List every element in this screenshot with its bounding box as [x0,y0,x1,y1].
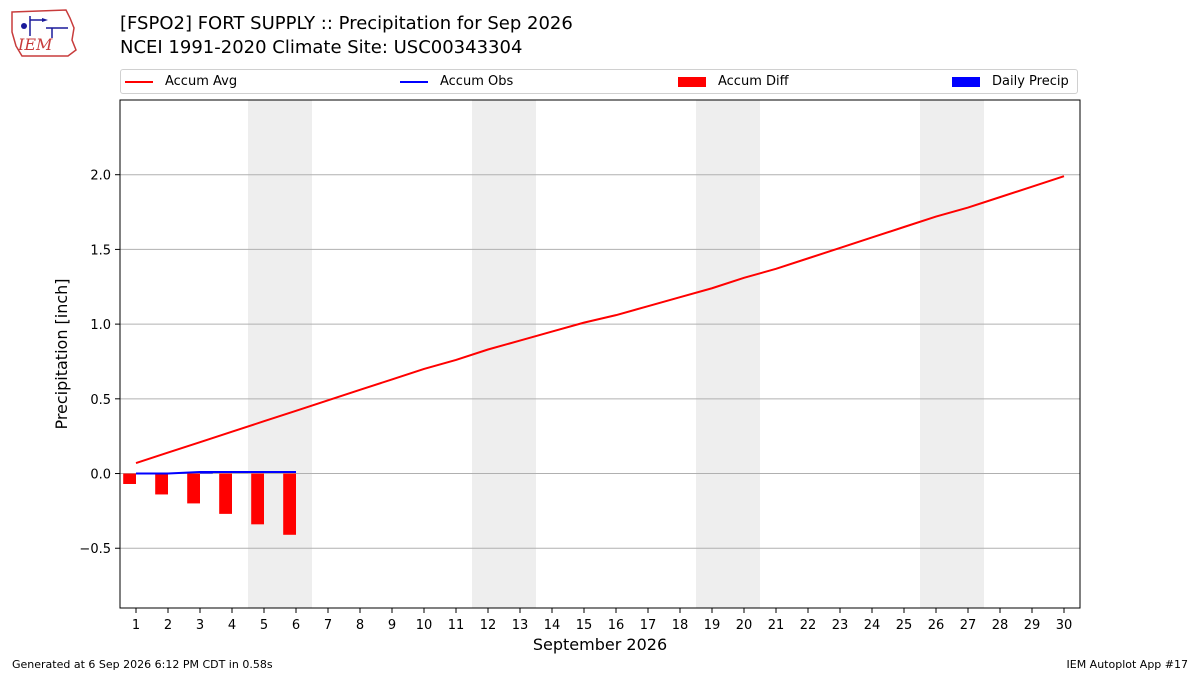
accum-diff-bar [123,473,136,484]
y-tick-label: 0.0 [90,468,111,483]
accum-obs-line [136,471,296,475]
x-tick-label: 27 [960,618,977,633]
plot-frame [119,99,1081,609]
x-tick-label: 21 [768,618,785,633]
accum-avg-line [135,175,1065,465]
x-tick-label: 25 [896,618,913,633]
iem-logo: IEM [11,9,77,57]
x-tick-label: 1 [132,618,140,633]
accum-diff-bar [251,473,264,525]
weekend-shading [248,100,984,608]
weekend-shade-3 [696,100,760,608]
chart-legend: Accum Avg Accum Obs Accum Diff Daily Pre… [120,69,1078,94]
x-tick-label: 29 [1024,618,1041,633]
x-tick-label: 26 [928,618,945,633]
chart-subtitle: NCEI 1991-2020 Climate Site: USC00343304 [120,37,523,58]
y-tick-label: 1.5 [90,243,111,258]
accum-diff-bar [283,473,296,535]
weekend-shade-4 [920,100,984,608]
footer-app-text: IEM Autoplot App #17 [1066,658,1189,671]
x-tick-label: 7 [324,618,332,633]
x-tick-label: 5 [260,618,268,633]
x-tick-label: 3 [196,618,204,633]
accum-diff-bar [219,473,232,514]
y-tick-label: 2.0 [90,169,111,184]
legend-label-accum-diff: Accum Diff [718,74,789,89]
x-tick-label: 24 [864,618,881,633]
x-tick-label: 18 [672,618,689,633]
x-tick-label: 4 [228,618,236,633]
weekend-shade-1 [248,100,312,608]
legend-patch-daily-precip [952,76,980,87]
x-axis-ticks: 1 2 3 4 5 6 7 8 9 10 11 12 13 14 15 16 17 18 19 20 21 22 23 24 2… [132,608,1072,633]
x-tick-label: 11 [448,618,465,633]
accum-diff-bar [187,473,200,504]
x-tick-label: 19 [704,618,721,633]
y-tick-label: 1.0 [90,318,111,333]
x-tick-label: 9 [388,618,396,633]
y-tick-label: −0.5 [79,542,111,557]
accum-diff-bar [155,473,168,495]
x-tick-label: 30 [1056,618,1073,633]
x-tick-label: 8 [356,618,364,633]
x-tick-label: 15 [576,618,593,633]
legend-line-accum-avg [125,80,153,83]
legend-patch-accum-diff [678,76,706,87]
x-tick-label: 16 [608,618,625,633]
line-series [135,175,1065,475]
x-tick-label: 23 [832,618,849,633]
legend-label-accum-avg: Accum Avg [165,74,238,89]
bar-series [123,472,296,535]
footer-generated-text: Generated at 6 Sep 2026 6:12 PM CDT in 0… [12,658,273,671]
grid-lines [120,174,1080,549]
logo-text: IEM [17,35,53,54]
legend-line-accum-obs [400,80,428,83]
weekend-shade-2 [472,100,536,608]
legend-entry-accum-diff: Accum Diff [678,70,789,93]
legend-label-accum-obs: Accum Obs [440,74,514,89]
x-tick-label: 12 [480,618,497,633]
x-tick-label: 28 [992,618,1009,633]
y-axis-label: Precipitation [inch] [52,278,71,429]
chart-title: [FSPO2] FORT SUPPLY :: Precipitation for… [120,13,573,34]
y-tick-label: 0.5 [90,393,111,408]
legend-entry-accum-avg: Accum Avg [125,70,237,93]
x-tick-label: 22 [800,618,817,633]
x-tick-label: 10 [416,618,433,633]
legend-entry-accum-obs: Accum Obs [400,70,513,93]
x-tick-label: 6 [292,618,300,633]
x-tick-label: 13 [512,618,529,633]
legend-label-daily-precip: Daily Precip [992,74,1069,89]
x-tick-label: 2 [164,618,172,633]
y-axis-ticks: −0.5 0.0 0.5 1.0 1.5 2.0 [79,169,120,557]
x-tick-label: 20 [736,618,753,633]
legend-entry-daily-precip: Daily Precip [952,70,1069,93]
x-tick-label: 17 [640,618,657,633]
x-tick-label: 14 [544,618,561,633]
x-axis-label: September 2026 [533,635,667,654]
